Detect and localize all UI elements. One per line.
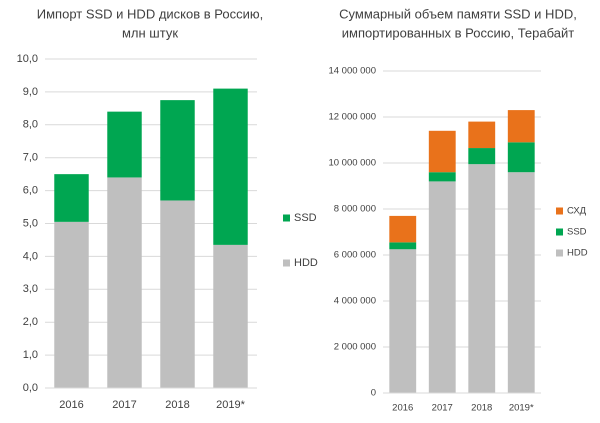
y-tick-label: 7,0 <box>23 152 38 164</box>
legend-swatch <box>556 249 563 257</box>
legend-swatch <box>283 214 290 222</box>
y-tick-label: 0,0 <box>23 382 38 394</box>
y-tick-label: 4,0 <box>23 250 38 262</box>
x-tick-label: 2016 <box>392 403 413 414</box>
bar-segment <box>507 172 535 393</box>
bar-segment <box>428 172 456 182</box>
bar-segment <box>428 130 456 173</box>
y-tick-label: 9,0 <box>23 86 38 98</box>
y-tick-label: 4 000 000 <box>334 296 376 307</box>
y-tick-label: 10 000 000 <box>328 158 376 169</box>
y-tick-label: 6,0 <box>23 185 38 197</box>
x-tick-label: 2019* <box>509 403 534 414</box>
bar-segment <box>213 88 248 245</box>
chart-title: Импорт SSD и HDD дисков в Россию, <box>37 6 263 21</box>
x-tick-label: 2018 <box>471 403 492 414</box>
bar-segment <box>389 215 417 243</box>
bar-segment <box>507 110 535 143</box>
y-tick-label: 3,0 <box>23 283 38 295</box>
bar-segment <box>54 221 89 388</box>
legend-label: SSD <box>567 227 587 238</box>
x-tick-label: 2016 <box>59 399 83 411</box>
bar-segment <box>468 164 496 393</box>
bar-segment <box>54 174 89 222</box>
bar-segment <box>468 148 496 165</box>
y-tick-label: 8,0 <box>23 119 38 131</box>
x-tick-label: 2017 <box>112 399 136 411</box>
y-tick-label: 8 000 000 <box>334 204 376 215</box>
legend-label: SSD <box>294 212 317 224</box>
bar-segment <box>468 121 496 149</box>
legend-label: HDD <box>567 248 588 259</box>
bar-segment <box>389 242 417 250</box>
y-tick-label: 14 000 000 <box>328 66 376 77</box>
bar-segment <box>507 142 535 173</box>
x-tick-label: 2017 <box>432 403 453 414</box>
legend-label: HDD <box>294 257 318 269</box>
chart-title: млн штук <box>122 25 178 40</box>
y-tick-label: 1,0 <box>23 349 38 361</box>
y-tick-label: 0 <box>371 388 376 399</box>
x-tick-label: 2018 <box>165 399 189 411</box>
bar-segment <box>428 181 456 393</box>
y-tick-label: 2,0 <box>23 316 38 328</box>
bar-segment <box>389 249 417 393</box>
y-tick-label: 2 000 000 <box>334 342 376 353</box>
legend-swatch <box>556 228 563 236</box>
y-tick-label: 5,0 <box>23 217 38 229</box>
y-tick-label: 10,0 <box>17 53 38 65</box>
bar-segment <box>160 200 195 388</box>
bar-segment <box>213 244 248 388</box>
legend-label: СХД <box>567 206 587 217</box>
y-tick-label: 6 000 000 <box>334 250 376 261</box>
x-tick-label: 2019* <box>216 399 245 411</box>
bar-segment <box>107 111 142 178</box>
bar-segment <box>107 177 142 388</box>
chart-title: Суммарный объем памяти SSD и HDD, <box>339 6 577 21</box>
chart-title: импортированных в Россию, Терабайт <box>342 25 575 40</box>
legend-swatch <box>283 259 290 267</box>
legend-swatch <box>556 207 563 215</box>
bar-segment <box>160 100 195 201</box>
y-tick-label: 12 000 000 <box>328 112 376 123</box>
